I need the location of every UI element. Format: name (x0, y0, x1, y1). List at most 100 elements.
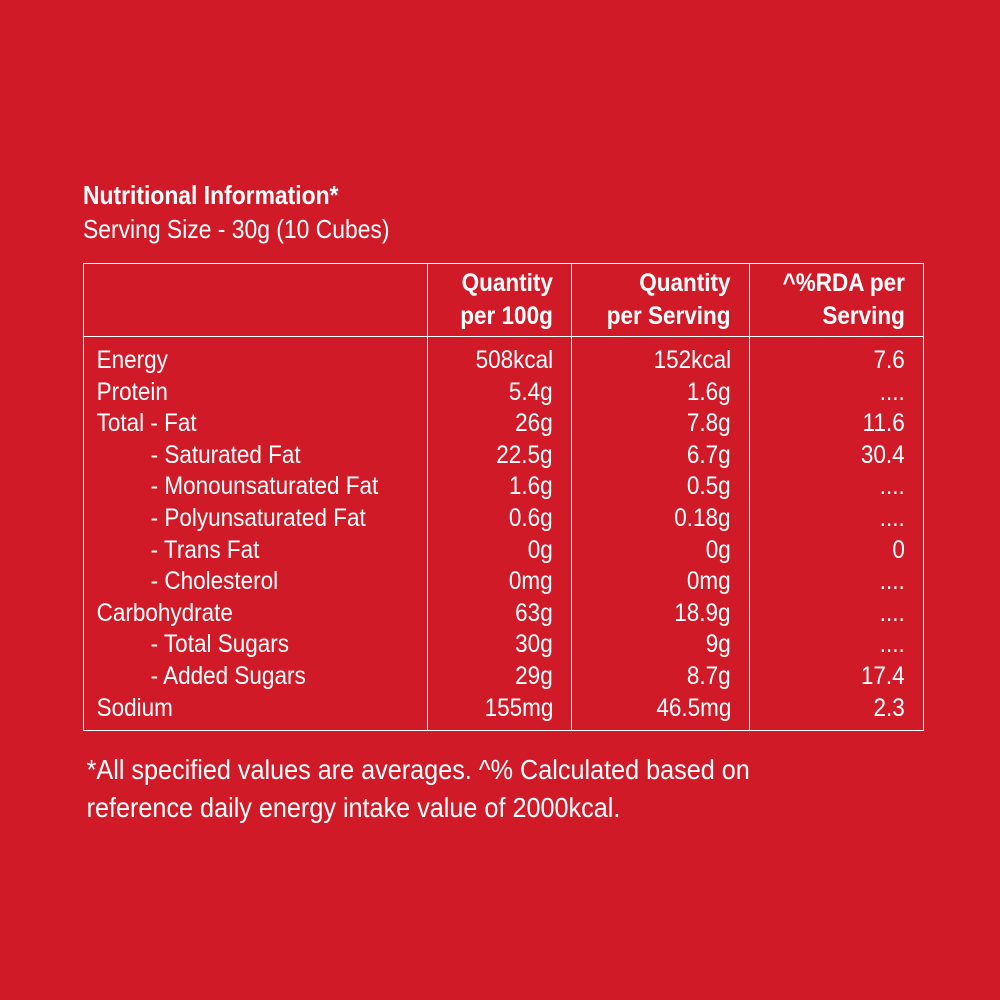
table-row: - Saturated Fat 22.5g 6.7g 30.4 (83, 439, 924, 472)
nutrient-name-text: - Trans Fat (150, 535, 260, 564)
value-per-100g-text: 22.5g (496, 440, 553, 469)
value-per-100g-text: 1.6g (509, 472, 553, 501)
footnote-line2: reference daily energy intake value of 2… (86, 792, 621, 824)
nutrient-name: Carbohydrate (83, 597, 428, 630)
value-per-serving-text: 8.7g (687, 661, 731, 690)
header-per-serving-line2: per Serving (607, 302, 731, 330)
nutrient-name-text: - Total Sugars (150, 630, 290, 659)
value-rda: .... (749, 502, 924, 535)
value-per-100g: 155mg (427, 692, 572, 731)
table-row: - Total Sugars 30g 9g.... (83, 629, 924, 661)
value-per-100g-text: 155mg (484, 693, 553, 722)
value-per-100g: 22.5g (427, 439, 572, 472)
value-rda-text: .... (879, 630, 905, 659)
table-row: - Monounsaturated Fat 1.6g 0.5g.... (83, 471, 924, 503)
value-rda-text: 11.6 (862, 409, 905, 438)
value-rda-text: .... (879, 377, 905, 406)
value-per-100g-text: 5.4g (509, 377, 553, 406)
header-rda-line2: Serving (822, 302, 905, 330)
value-per-serving-text: 0mg (687, 567, 731, 596)
value-rda: .... (749, 376, 924, 409)
nutrition-table: Quantity per 100g Quantity per Serving ^… (83, 263, 924, 732)
nutrient-name: - Saturated Fat (83, 439, 428, 472)
value-per-100g-text: 0mg (509, 567, 553, 596)
value-per-serving: 0.5g (571, 471, 750, 503)
value-per-100g: 30g (427, 629, 572, 661)
table-header-row: Quantity per 100g Quantity per Serving ^… (83, 263, 924, 337)
table-row: Total - Fat 26g 7.8g 11.6 (83, 408, 924, 440)
value-rda: 0 (749, 534, 924, 567)
value-per-100g-text: 0g (527, 535, 553, 564)
nutrient-name: Sodium (83, 692, 428, 731)
table-row: Energy 508kcal 152kcal 7.6 (83, 336, 924, 377)
value-per-serving: 46.5mg (571, 692, 750, 731)
table-row: Sodium 155mg 46.5mg 2.3 (83, 692, 924, 731)
header-per-100g-line1: Quantity (461, 269, 553, 297)
value-per-100g: 0.6g (427, 502, 572, 535)
value-per-serving: 0g (571, 534, 750, 567)
nutrient-name: - Trans Fat (83, 534, 428, 567)
value-rda: 11.6 (749, 408, 924, 440)
nutrient-name: - Cholesterol (83, 566, 428, 598)
value-rda-text: .... (879, 567, 905, 596)
header-per-serving: Quantity per Serving (571, 263, 750, 337)
nutrient-name: - Total Sugars (83, 629, 428, 661)
value-per-100g: 63g (427, 597, 572, 630)
value-per-serving: 9g (571, 629, 750, 661)
serving-size: Serving Size - 30g (10 Cubes) (83, 214, 390, 244)
value-per-100g: 0mg (427, 566, 572, 598)
header-per-100g: Quantity per 100g (427, 263, 572, 337)
nutrient-name-text: - Polyunsaturated Fat (150, 503, 366, 532)
value-per-serving: 1.6g (571, 376, 750, 409)
header-per-serving-line1: Quantity (639, 269, 731, 297)
table-row: - Added Sugars 29g 8.7g 17.4 (83, 660, 924, 693)
value-per-serving-text: 1.6g (687, 377, 731, 406)
value-per-serving-text: 152kcal (653, 346, 731, 374)
value-rda: 17.4 (749, 660, 924, 693)
nutrient-name-text: Energy (96, 346, 168, 374)
nutrient-name-text: - Added Sugars (150, 661, 306, 690)
value-per-serving: 0mg (571, 566, 750, 598)
value-rda-text: 2.3 (873, 693, 905, 722)
table-row: - Trans Fat 0g 0g 0 (83, 534, 924, 567)
value-per-serving-text: 7.8g (687, 409, 731, 438)
value-per-serving: 6.7g (571, 439, 750, 472)
value-rda-text: 30.4 (861, 440, 905, 469)
nutrient-name: Total - Fat (83, 408, 428, 440)
value-per-100g-text: 63g (515, 598, 553, 627)
nutrient-name-text: - Cholesterol (150, 567, 279, 596)
value-per-serving: 7.8g (571, 408, 750, 440)
value-per-serving-text: 9g (705, 630, 731, 659)
nutrient-name-text: - Monounsaturated Fat (150, 472, 379, 501)
header-per-100g-line2: per 100g (460, 302, 553, 330)
header-rda: ^%RDA per Serving (749, 263, 924, 337)
value-per-100g-text: 30g (515, 630, 553, 659)
footnote-line1: *All specified values are averages. ^% C… (86, 754, 750, 786)
nutrition-panel: Nutritional Information* Serving Size - … (83, 178, 924, 827)
value-per-serving-text: 6.7g (687, 440, 731, 469)
nutrition-title: Nutritional Information* (83, 180, 339, 210)
nutrient-name-text: Carbohydrate (96, 598, 233, 627)
value-per-100g: 29g (427, 660, 572, 693)
nutrient-name-text: Sodium (96, 693, 173, 722)
value-per-100g: 1.6g (427, 471, 572, 503)
value-per-serving-text: 18.9g (674, 598, 731, 627)
nutrient-name: - Polyunsaturated Fat (83, 502, 428, 535)
value-rda-text: 0 (892, 535, 905, 564)
value-per-serving: 152kcal (571, 336, 750, 377)
value-rda: 2.3 (749, 692, 924, 731)
value-per-100g-text: 26g (515, 409, 553, 438)
nutrient-name: Protein (83, 376, 428, 409)
value-per-100g: 508kcal (427, 336, 572, 377)
nutrient-name: - Monounsaturated Fat (83, 471, 428, 503)
value-rda: .... (749, 566, 924, 598)
value-per-serving: 18.9g (571, 597, 750, 630)
nutrient-name: - Added Sugars (83, 660, 428, 693)
footnote: *All specified values are averages. ^% C… (83, 751, 839, 827)
value-rda: .... (749, 597, 924, 630)
table-row: Protein 5.4g 1.6g.... (83, 376, 924, 409)
value-per-100g-text: 29g (515, 661, 553, 690)
nutrient-name-text: Total - Fat (96, 409, 197, 438)
value-per-serving: 0.18g (571, 502, 750, 535)
value-rda: .... (749, 629, 924, 661)
